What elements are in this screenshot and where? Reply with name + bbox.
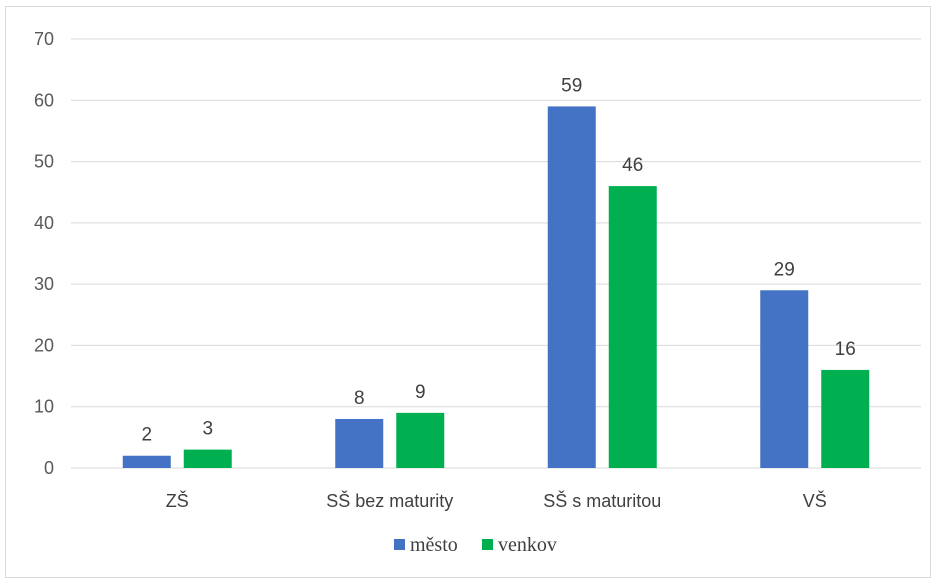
data-label: 8 [354,388,365,409]
data-labels: 2 3 8 9 59 46 29 16 [141,75,855,445]
bar-venkov-1 [396,412,445,468]
y-tick-label: 20 [34,335,54,355]
bar-chart: 0 10 20 30 40 50 60 70 2 3 8 9 59 46 29 16 ZŠ SŠ bez ma… [34,29,921,556]
y-tick-label: 30 [34,274,54,294]
bar-venkov-2 [608,186,657,469]
x-category-label: SŠ bez maturity [326,490,453,511]
legend-label: venkov [498,534,557,556]
y-axis: 0 10 20 30 40 50 60 70 [34,29,54,478]
y-tick-label: 60 [34,90,54,110]
data-label: 46 [622,155,643,176]
data-label: 3 [202,419,213,440]
chart-container: 0 10 20 30 40 50 60 70 2 3 8 9 59 46 29 16 ZŠ SŠ bez ma… [5,6,931,578]
legend-label: město [410,534,458,556]
bar-město-2 [547,106,596,469]
data-label: 29 [774,259,795,280]
bar-město-0 [122,455,171,468]
data-label: 59 [561,75,582,96]
y-tick-label: 40 [34,213,54,233]
x-category-label: VŠ [803,490,827,511]
data-label: 2 [141,425,152,446]
bar-město-1 [335,418,384,468]
data-label: 9 [415,382,426,403]
y-tick-label: 70 [34,29,54,49]
legend: město venkov [394,534,557,556]
legend-swatch-venkov [482,539,493,550]
y-tick-label: 10 [34,397,54,417]
bars [122,106,870,469]
bar-město-3 [760,290,809,468]
legend-swatch-město [394,539,405,550]
x-axis: ZŠ SŠ bez maturity SŠ s maturitou VŠ [166,490,827,511]
bar-venkov-0 [183,449,232,468]
x-category-label: ZŠ [166,490,189,511]
bar-venkov-3 [821,369,870,468]
y-tick-label: 50 [34,152,54,172]
gridlines [71,38,921,469]
x-category-label: SŠ s maturitou [543,490,661,511]
y-tick-label: 0 [44,458,54,478]
data-label: 16 [835,339,856,360]
